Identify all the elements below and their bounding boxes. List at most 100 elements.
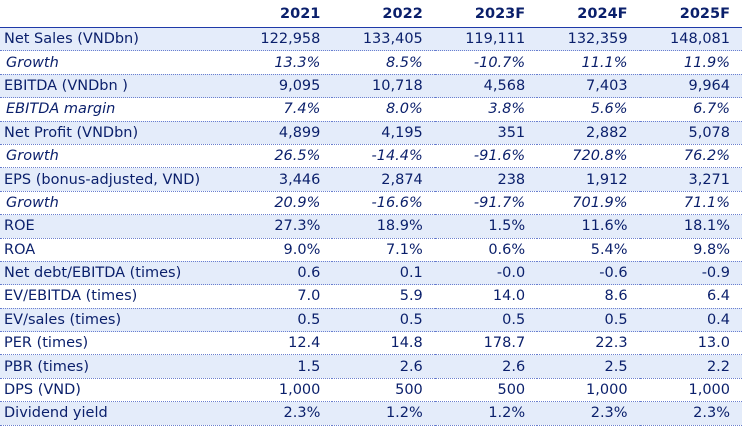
row-value-cell: 0.4	[639, 308, 742, 333]
row-value-cell: 71.1%	[639, 191, 742, 216]
row-value-cell: 4,568	[434, 74, 538, 99]
table-row: Growth 26.5% -14.4% -91.6% 720.8% 76.2%	[0, 144, 742, 169]
row-value-cell: 76.2%	[639, 144, 742, 169]
row-label: EBITDA (VNDbn )	[0, 74, 230, 99]
row-value-cell: 2.6	[434, 354, 538, 379]
row-value-cell: -0.9	[639, 261, 742, 286]
row-value-cell: 119,111	[434, 27, 538, 52]
row-value-cell: 13.3%	[230, 50, 333, 75]
table-row: ROA 9.0% 7.1% 0.6% 5.4% 9.8%	[0, 238, 742, 262]
row-value-cell: 1.5	[230, 354, 333, 379]
table-row: Growth 13.3% 8.5% -10.7% 11.1% 11.9%	[0, 50, 742, 75]
row-value-cell: 6.7%	[639, 97, 742, 122]
row-value-cell: 18.1%	[639, 214, 742, 239]
row-value-cell: 2.2	[639, 354, 742, 379]
table-row: EV/EBITDA (times) 7.0 5.9 14.0 8.6 6.4	[0, 284, 742, 309]
table-body: Net Sales (VNDbn) 122,958 133,405 119,111 13…	[0, 27, 742, 426]
row-value-cell: 7.1%	[332, 238, 435, 262]
row-value-cell: 2.3%	[537, 401, 640, 426]
row-value-cell: 13.0	[639, 331, 742, 356]
row-value-cell: 133,405	[332, 27, 435, 52]
row-value-cell: 10,718	[332, 74, 435, 99]
row-value-cell: 5.6%	[537, 97, 640, 122]
row-value-cell: 12.4	[230, 331, 333, 356]
row-value-cell: 9,964	[639, 74, 742, 99]
row-value-cell: 1,000	[537, 378, 640, 403]
row-value-cell: 9.8%	[639, 238, 742, 262]
table-row: Net debt/EBITDA (times) 0.6 0.1 -0.0 -0.6 -0.…	[0, 261, 742, 286]
row-value-cell: -0.0	[434, 261, 538, 286]
row-value-cell: 178.7	[434, 331, 538, 356]
table-row: EPS (bonus-adjusted, VND) 3,446 2,874 238 1,…	[0, 167, 742, 192]
row-value-cell: 26.5%	[230, 144, 333, 169]
row-value-cell: 11.1%	[537, 50, 640, 75]
table-row: Net Profit (VNDbn) 4,899 4,195 351 2,882 5,07…	[0, 121, 742, 145]
header-year-2023f: 2023F	[434, 0, 538, 28]
row-label: EPS (bonus-adjusted, VND)	[0, 167, 230, 192]
row-value-cell: 0.5	[537, 308, 640, 333]
row-label: Net Profit (VNDbn)	[0, 121, 230, 145]
table-row: Net Sales (VNDbn) 122,958 133,405 119,111 13…	[0, 27, 742, 52]
row-value-cell: -14.4%	[332, 144, 435, 169]
row-value-cell: 0.6%	[434, 238, 538, 262]
row-value-cell: 3.8%	[434, 97, 538, 122]
row-value-cell: 4,195	[332, 121, 435, 145]
row-label: ROA	[0, 238, 230, 262]
row-value-cell: 20.9%	[230, 191, 333, 216]
row-value-cell: 1.2%	[332, 401, 435, 426]
header-year-2025f: 2025F	[639, 0, 742, 28]
row-value-cell: 14.8	[332, 331, 435, 356]
row-value-cell: 2.3%	[230, 401, 333, 426]
row-value-cell: 500	[332, 378, 435, 403]
row-label: DPS (VND)	[0, 378, 230, 403]
row-value-cell: 5,078	[639, 121, 742, 145]
row-label: Net Sales (VNDbn)	[0, 27, 230, 52]
row-value-cell: 2.5	[537, 354, 640, 379]
row-value-cell: 1,912	[537, 167, 640, 192]
row-value-cell: 27.3%	[230, 214, 333, 239]
row-label: PBR (times)	[0, 354, 230, 379]
row-value-cell: 238	[434, 167, 538, 192]
row-value-cell: 1,000	[639, 378, 742, 403]
row-value-cell: 7.4%	[230, 97, 333, 122]
header-year-2022: 2022	[332, 0, 435, 28]
row-value-cell: 0.5	[434, 308, 538, 333]
row-value-cell: 5.4%	[537, 238, 640, 262]
table-row: EBITDA (VNDbn ) 9,095 10,718 4,568 7,403 9,96…	[0, 74, 742, 99]
row-label: EV/EBITDA (times)	[0, 284, 230, 309]
table-row: Dividend yield 2.3% 1.2% 1.2% 2.3% 2.3%	[0, 401, 742, 426]
financial-summary-table-container: 2021 2022 2023F 2024F 2025F Net Sales (V…	[0, 0, 742, 426]
row-value-cell: -16.6%	[332, 191, 435, 216]
table-row: PER (times) 12.4 14.8 178.7 22.3 13.0	[0, 331, 742, 356]
header-row: 2021 2022 2023F 2024F 2025F	[0, 0, 742, 28]
row-label: Net debt/EBITDA (times)	[0, 261, 230, 286]
table-row: Growth 20.9% -16.6% -91.7% 701.9% 71.1%	[0, 191, 742, 216]
row-label: Growth	[0, 191, 230, 216]
row-value-cell: 148,081	[639, 27, 742, 52]
row-value-cell: 720.8%	[537, 144, 640, 169]
row-value-cell: 3,271	[639, 167, 742, 192]
row-value-cell: 5.9	[332, 284, 435, 309]
row-value-cell: 18.9%	[332, 214, 435, 239]
row-value-cell: 701.9%	[537, 191, 640, 216]
header-year-2024f: 2024F	[537, 0, 640, 28]
row-value-cell: 1,000	[230, 378, 333, 403]
table-row: ROE 27.3% 18.9% 1.5% 11.6% 18.1%	[0, 214, 742, 239]
row-value-cell: -91.7%	[434, 191, 538, 216]
row-value-cell: 11.6%	[537, 214, 640, 239]
table-row: EV/sales (times) 0.5 0.5 0.5 0.5 0.4	[0, 308, 742, 333]
row-value-cell: 2.3%	[639, 401, 742, 426]
row-label: EV/sales (times)	[0, 308, 230, 333]
row-value-cell: 2,874	[332, 167, 435, 192]
row-value-cell: -91.6%	[434, 144, 538, 169]
row-value-cell: 7,403	[537, 74, 640, 99]
header-year-2021: 2021	[230, 0, 333, 28]
row-label: Growth	[0, 50, 230, 75]
row-value-cell: 132,359	[537, 27, 640, 52]
row-value-cell: 1.5%	[434, 214, 538, 239]
financial-summary-table: 2021 2022 2023F 2024F 2025F Net Sales (V…	[0, 0, 742, 426]
row-value-cell: 4,899	[230, 121, 333, 145]
row-value-cell: 0.1	[332, 261, 435, 286]
row-value-cell: 122,958	[230, 27, 333, 52]
row-value-cell: 8.5%	[332, 50, 435, 75]
